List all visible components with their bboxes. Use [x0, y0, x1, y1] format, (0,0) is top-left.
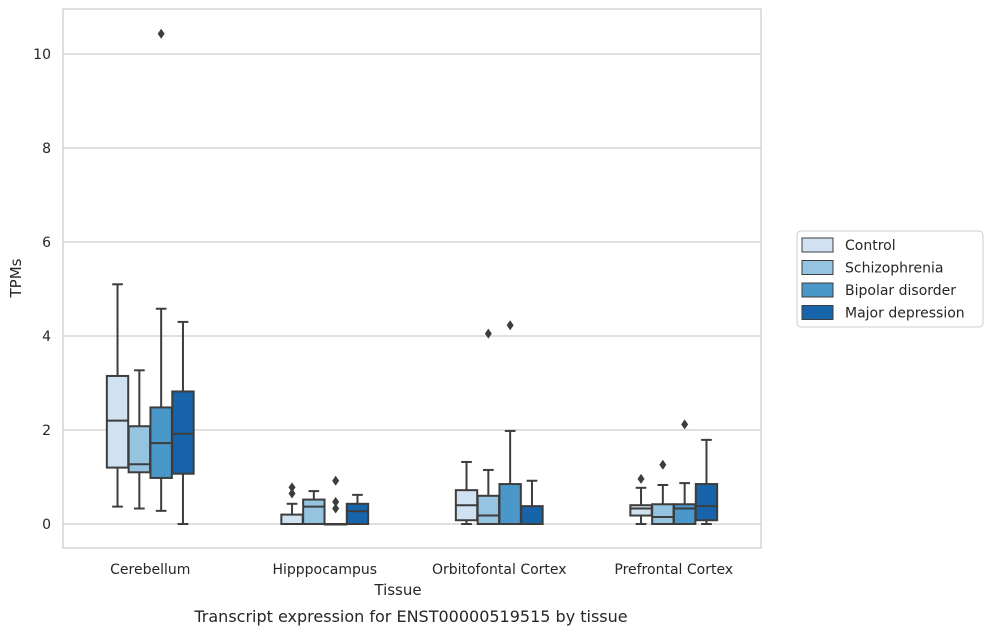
box [280, 513, 304, 525]
box-group [694, 438, 719, 525]
chart-caption: Transcript expression for ENST0000051951… [193, 607, 627, 626]
outlier-marker [332, 475, 340, 486]
legend-entry-label: Bipolar disorder [845, 283, 956, 299]
outlier-marker [288, 482, 296, 493]
outlier-marker [681, 419, 689, 430]
x-tick-label: Orbitofontal Cortex [432, 562, 567, 578]
box-group [171, 320, 195, 525]
outlier-marker [506, 320, 514, 331]
box-group [280, 482, 304, 525]
box [520, 505, 544, 526]
y-tick-label: 0 [42, 517, 51, 533]
legend-swatch [801, 237, 834, 253]
box-group [345, 493, 370, 526]
plot-area-frame [62, 8, 762, 549]
box-group [520, 479, 544, 526]
y-tick-label: 6 [42, 235, 51, 251]
box-group [149, 28, 173, 512]
legend-entry-label: Schizophrenia [845, 261, 943, 277]
x-tick-label: Cerebellum [110, 562, 190, 578]
box-groups [105, 28, 719, 526]
legend-entry-label: Major depression [845, 306, 965, 322]
box [476, 494, 501, 525]
box [302, 498, 326, 525]
box-group [498, 320, 522, 525]
box-group [672, 419, 697, 526]
legend-swatch [801, 305, 834, 320]
y-tick-labels: 0 2 4 6 8 10 [33, 47, 51, 533]
x-tick-labels: Cerebellum Hipppocampus Orbitofontal Corte… [110, 562, 733, 578]
legend-entry-label: Control [845, 238, 896, 254]
legend-swatch [801, 260, 834, 275]
box-group [454, 460, 479, 525]
outlier-marker [659, 459, 667, 470]
legend: Control Schizophrenia Bipolar disorder Majo… [796, 230, 984, 328]
box-group [105, 283, 130, 508]
y-tick-label: 8 [42, 141, 51, 157]
box [651, 503, 675, 526]
x-tick-label: Prefrontal Cortex [614, 562, 733, 578]
outlier-marker [332, 496, 340, 507]
box [629, 504, 653, 517]
outlier-marker [332, 503, 340, 514]
box [171, 390, 195, 475]
box [672, 503, 697, 526]
box [498, 483, 522, 525]
box [694, 483, 719, 522]
legend-frame [796, 230, 984, 328]
y-tick-label: 10 [33, 47, 51, 63]
box-group [127, 369, 152, 510]
box [345, 502, 370, 526]
outlier-marker [637, 473, 645, 484]
legend-swatch [801, 282, 834, 298]
y-axis-label: TPMs [7, 258, 25, 298]
outlier-marker [157, 28, 165, 39]
outlier-marker [288, 488, 296, 499]
box [127, 425, 152, 474]
y-tick-label: 4 [42, 329, 51, 345]
box-group [476, 328, 501, 525]
x-tick-label: Hipppocampus [272, 562, 377, 578]
x-axis-label: Tissue [373, 581, 421, 599]
box-group [323, 475, 348, 526]
outlier-marker [484, 328, 492, 339]
box [105, 374, 130, 469]
box-group [302, 490, 326, 525]
y-tick-label: 2 [42, 423, 51, 439]
